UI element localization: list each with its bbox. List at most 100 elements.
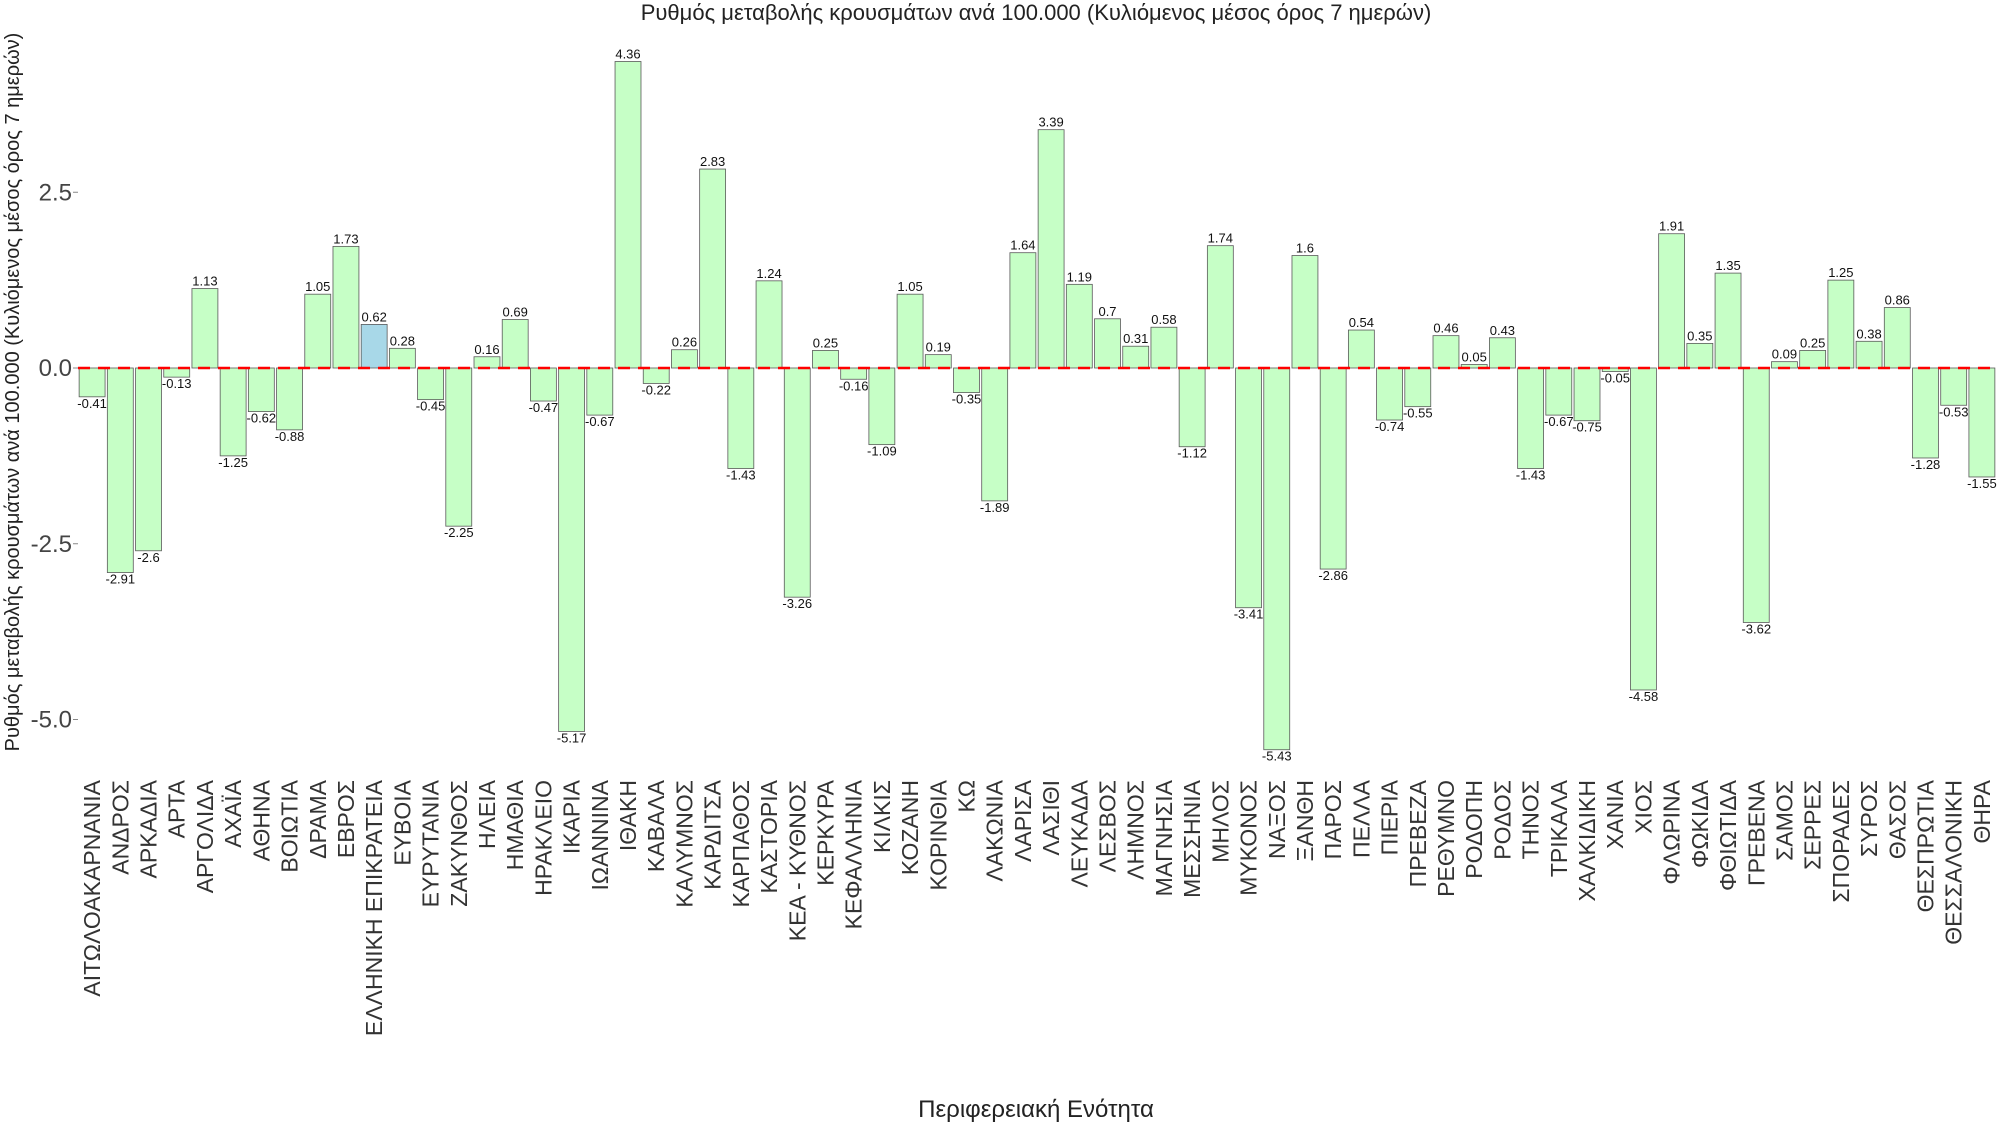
chart-title: Ρυθμός μεταβολής κρουσμάτων ανά 100.000 … — [641, 0, 1432, 25]
data-label-δραμα: 1.05 — [305, 279, 330, 294]
data-label-θηρα: -1.55 — [1967, 476, 1997, 491]
x-category-label: ΗΛΕΙΑ — [474, 779, 500, 849]
data-label-καλυμνος: 0.26 — [672, 335, 697, 350]
bar-ηλεια — [474, 357, 500, 368]
bar-φωκιδα — [1687, 343, 1713, 368]
data-label-γρεβενα: -3.62 — [1741, 621, 1771, 636]
bar-μυκονος — [1236, 368, 1262, 608]
x-category-label: ΙΚΑΡΙΑ — [559, 779, 585, 854]
data-label-χιος: -4.58 — [1629, 689, 1659, 704]
data-label-αιτωλοακαρνανια: -0.41 — [77, 396, 107, 411]
x-category-label: ΙΘΑΚΗ — [615, 780, 641, 851]
data-label-φωκιδα: 0.35 — [1687, 328, 1712, 343]
x-category-label: ΚΙΛΚΙΣ — [869, 780, 895, 853]
data-label-σποραδες: 1.25 — [1828, 265, 1853, 280]
data-label-καβαλα: -0.22 — [641, 382, 671, 397]
bar-λακωνια — [982, 368, 1008, 501]
bar-σερρες — [1800, 350, 1826, 368]
data-label-ελληνικη-επικρατεια: 0.62 — [362, 309, 387, 324]
y-tick-label: -5.0 — [31, 707, 72, 734]
bar-ξανθη — [1292, 256, 1318, 368]
x-category-label: ΣΑΜΟΣ — [1771, 780, 1797, 861]
bar-ιωαννινα — [587, 368, 613, 415]
bar-ελληνικη-επικρατεια — [361, 324, 387, 368]
data-label-κερκυρα: 0.25 — [813, 335, 838, 350]
bar-μαγνησια — [1151, 327, 1177, 368]
data-label-τρικαλα: -0.67 — [1544, 414, 1574, 429]
bar-λημνος — [1123, 346, 1149, 368]
data-label-ευβοια: 0.28 — [390, 333, 415, 348]
bar-ρεθυμνο — [1433, 336, 1459, 368]
x-category-label: ΛΑΡΙΣΑ — [1010, 779, 1036, 862]
data-label-πρεβεζα: -0.55 — [1403, 406, 1433, 421]
x-category-label: ΞΑΝΘΗ — [1292, 780, 1318, 861]
bar-ροδος — [1489, 338, 1515, 368]
x-category-label: ΛΕΣΒΟΣ — [1095, 780, 1121, 872]
bar-δραμα — [305, 294, 331, 368]
bar-λαρισα — [1010, 253, 1036, 368]
x-category-label: ΚΩ — [953, 780, 979, 813]
x-category-label: ΓΡΕΒΕΝΑ — [1743, 779, 1769, 886]
data-label-αθηνα: -0.62 — [247, 411, 277, 426]
x-category-label: ΑΘΗΝΑ — [248, 779, 274, 861]
x-category-label: ΜΕΣΣΗΝΙΑ — [1179, 779, 1205, 898]
bar-τρικαλα — [1546, 368, 1572, 415]
data-label-κοζανη: 1.05 — [897, 279, 922, 294]
data-label-λαρισα: 1.64 — [1010, 238, 1035, 253]
x-category-label: ΘΑΣΟΣ — [1884, 780, 1910, 859]
data-label-πελλα: 0.54 — [1349, 315, 1374, 330]
x-category-label: ΚΑΡΔΙΤΣΑ — [700, 779, 726, 889]
x-category-label: ΚΕΦΑΛΛΗΝΙΑ — [841, 779, 867, 929]
x-axis-label: Περιφερειακή Ενότητα — [918, 1096, 1154, 1123]
bar-καβαλα — [643, 368, 669, 383]
x-category-label: ΡΟΔΟΠΗ — [1461, 780, 1487, 879]
bar-κοζανη — [897, 294, 923, 368]
bar-αργολιδα — [192, 289, 218, 368]
x-category-label: ΝΑΞΟΣ — [1264, 780, 1290, 859]
bar-τηνος — [1518, 368, 1544, 469]
bar-κιλκις — [869, 368, 895, 445]
data-label-ναξος: -5.43 — [1262, 749, 1292, 764]
bar-ζακυνθος — [446, 368, 472, 526]
x-category-label: ΡΕΘΥΜΝΟ — [1433, 780, 1459, 897]
bar-ναξος — [1264, 368, 1290, 750]
x-category-label: ΣΕΡΡΕΣ — [1800, 780, 1826, 870]
x-category-label: ΧΙΟΣ — [1630, 780, 1656, 834]
x-category-label: ΒΟΙΩΤΙΑ — [277, 779, 303, 872]
x-category-label: ΙΩΑΝΝΙΝΑ — [587, 779, 613, 890]
data-label-πιερια: -0.74 — [1375, 419, 1405, 434]
bar-μηλος — [1207, 246, 1233, 368]
x-category-label: ΚΑΛΥΜΝΟΣ — [671, 780, 697, 908]
bar-θηρα — [1969, 368, 1995, 477]
x-category-label: ΔΡΑΜΑ — [305, 779, 331, 858]
data-label-λεσβος: 0.7 — [1098, 304, 1116, 319]
data-label-ηλεια: 0.16 — [474, 342, 499, 357]
x-category-label: ΑΙΤΩΛΟΑΚΑΡΝΑΝΙΑ — [79, 779, 105, 996]
x-category-label: ΗΡΑΚΛΕΙΟ — [530, 780, 556, 896]
bar-καλυμνος — [671, 350, 697, 368]
data-label-ηρακλειο: -0.47 — [529, 400, 559, 415]
x-category-label: ΑΝΔΡΟΣ — [107, 780, 133, 875]
bar-χιος — [1630, 368, 1656, 690]
data-label-μηλος: 1.74 — [1208, 231, 1233, 246]
x-category-label: ΧΑΛΚΙΔΙΚΗ — [1574, 780, 1600, 901]
x-category-label: ΗΜΑΘΙΑ — [502, 779, 528, 870]
x-category-label: ΕΛΛΗΝΙΚΗ ΕΠΙΚΡΑΤΕΙΑ — [361, 779, 387, 1036]
bars-group — [79, 61, 1995, 749]
bar-καστορια — [756, 281, 782, 368]
bar-πρεβεζα — [1405, 368, 1431, 407]
x-category-label: ΦΛΩΡΙΝΑ — [1659, 779, 1685, 884]
x-category-label: ΚΑΒΑΛΑ — [643, 779, 669, 872]
x-category-label: ΕΥΒΟΙΑ — [389, 779, 415, 865]
bar-κω — [954, 368, 980, 393]
x-category-label: ΛΗΜΝΟΣ — [1123, 780, 1149, 880]
data-label-ροδοπη: 0.05 — [1462, 349, 1487, 364]
bar-αθηνα — [248, 368, 274, 412]
data-label-κεφαλληνια: -0.16 — [839, 378, 869, 393]
data-label-λευκαδα: 1.19 — [1067, 269, 1092, 284]
data-label-καστορια: 1.24 — [756, 266, 781, 281]
x-category-label: ΠΡΕΒΕΖΑ — [1405, 779, 1431, 887]
y-axis-label: Ρυθμός μεταβολής κρουσμάτων ανά 100.000 … — [2, 33, 24, 752]
x-category-label: ΣΠΟΡΑΔΕΣ — [1828, 780, 1854, 903]
data-label-κεα-κυθνος: -3.26 — [782, 596, 812, 611]
